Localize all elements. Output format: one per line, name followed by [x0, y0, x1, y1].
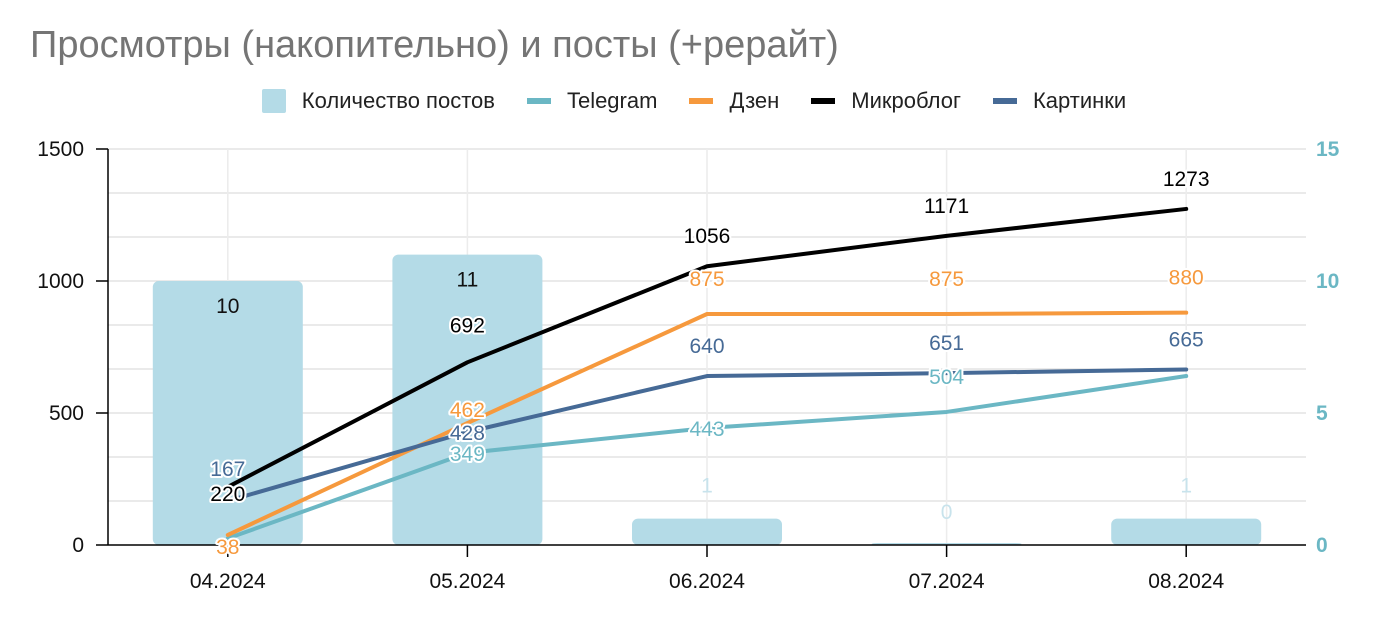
- legend-swatch-telegram: [526, 98, 551, 104]
- series-label-2: 1273: [1163, 168, 1210, 191]
- series-label-0: 443: [689, 418, 724, 441]
- chart-title: Просмотры (накопительно) и посты (+рерай…: [30, 24, 839, 66]
- chart-legend: Количество постов Telegram Дзен Микробло…: [0, 88, 1388, 114]
- series-label-2: 1056: [684, 225, 731, 248]
- series-label-3: 651: [929, 332, 964, 355]
- legend-label-dzen: Дзен: [729, 88, 780, 113]
- series-line-3: [225, 367, 1189, 503]
- series-label-3: 665: [1169, 328, 1204, 351]
- bar-label: 1: [1180, 475, 1192, 498]
- x-tick-label: 05.2024: [429, 570, 505, 593]
- legend-swatch-dzen: [689, 98, 714, 104]
- series-label-0: 349: [450, 443, 485, 466]
- series-label-2: 1171: [924, 195, 969, 218]
- series-label-1: 875: [929, 268, 964, 291]
- y-tick-label-left: 1500: [37, 138, 84, 161]
- legend-item-pictures[interactable]: Картинки: [992, 88, 1127, 114]
- legend-label-posts: Количество постов: [301, 88, 495, 113]
- legend-item-posts[interactable]: Количество постов: [261, 88, 495, 114]
- y-tick-label-right: 5: [1316, 402, 1328, 425]
- bar-label: 0: [941, 501, 953, 524]
- series-line-0: [225, 374, 1189, 541]
- y-tick-label-right: 15: [1316, 138, 1340, 161]
- series-line-2: [225, 206, 1189, 489]
- y-tick-label-right: 10: [1316, 270, 1339, 293]
- bar-posts: [1111, 518, 1262, 545]
- legend-swatch-pictures: [992, 98, 1017, 104]
- legend-label-pictures: Картинки: [1032, 88, 1127, 113]
- y-tick-label-left: 500: [49, 402, 84, 425]
- series-label-3: 640: [689, 335, 724, 358]
- y-tick-label-right: 0: [1316, 534, 1328, 557]
- y-tick-label-left: 1000: [37, 270, 84, 293]
- bar-layer: [152, 254, 1262, 545]
- series-label-0: 504: [929, 366, 964, 389]
- series-label-0: 640: [1169, 330, 1204, 353]
- series-label-1: 875: [689, 268, 724, 291]
- bar-posts: [392, 254, 543, 545]
- bar-label: 10: [216, 295, 239, 318]
- x-tick-label: 04.2024: [190, 570, 266, 593]
- y-tick-label-left: 0: [72, 534, 84, 557]
- series-label-3: 167: [210, 458, 245, 481]
- line-layer: [225, 206, 1189, 541]
- legend-item-dzen[interactable]: Дзен: [689, 88, 779, 114]
- bar-posts: [632, 518, 782, 545]
- x-tick-label: 06.2024: [669, 570, 745, 593]
- bar-posts: [152, 281, 303, 545]
- legend-label-microblog: Микроблог: [851, 88, 961, 113]
- legend-swatch-posts: [261, 89, 286, 113]
- series-label-2: 220: [210, 483, 245, 506]
- legend-label-telegram: Telegram: [566, 88, 658, 113]
- legend-item-microblog[interactable]: Микроблог: [811, 88, 961, 114]
- legend-swatch-microblog: [811, 98, 836, 104]
- bar-label: 1: [701, 475, 713, 498]
- series-line-1: [225, 310, 1189, 537]
- series-label-1: 880: [1169, 267, 1204, 290]
- series-label-3: 428: [450, 422, 485, 445]
- x-tick-label: 07.2024: [909, 570, 985, 593]
- series-label-1: 462: [450, 399, 485, 422]
- series-label-1: 38: [216, 536, 239, 559]
- x-tick-label: 08.2024: [1148, 570, 1224, 593]
- series-label-2: 692: [450, 314, 485, 337]
- legend-item-telegram[interactable]: Telegram: [526, 88, 658, 114]
- bar-label: 11: [456, 269, 478, 292]
